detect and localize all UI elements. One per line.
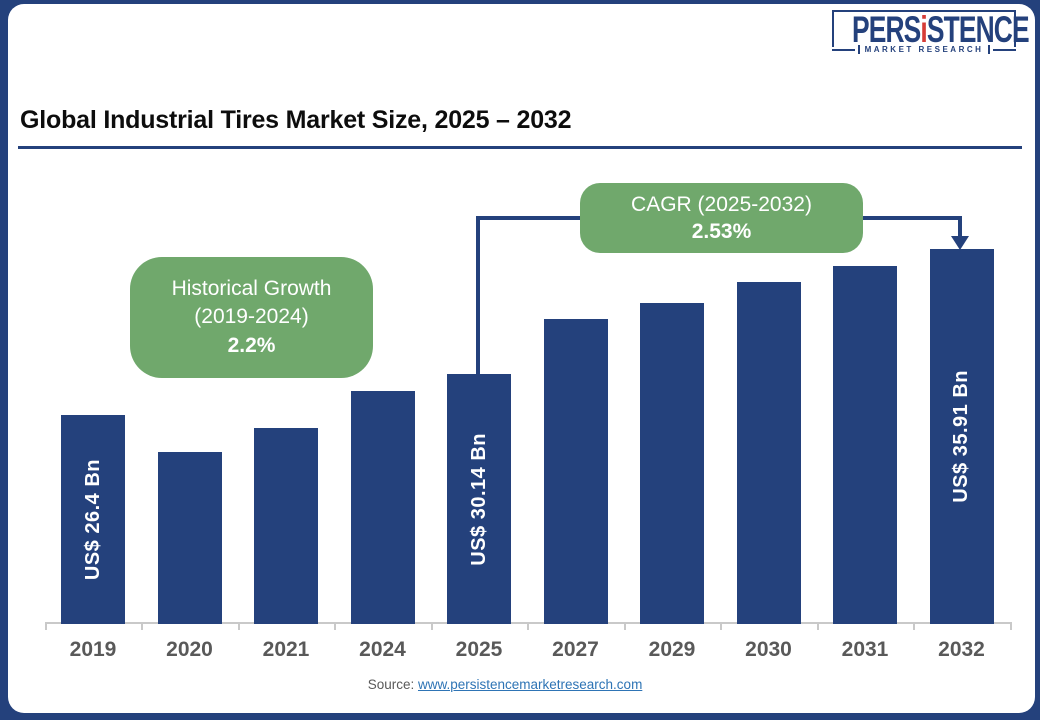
historical-growth-line1: Historical Growth [171,276,332,300]
historical-growth-callout: Historical Growth (2019-2024) 2.2% [130,257,373,378]
year-label-2019: 2019 [69,638,117,661]
year-label-2032: 2032 [938,638,985,661]
bar-value-label-2019: US$ 26.4 Bn [81,458,104,581]
bar-2030 [736,282,801,624]
year-label-2031: 2031 [841,638,889,661]
bar-2025: US$ 30.14 Bn [447,374,511,624]
logo-rule-right [993,48,1016,51]
cagr-callout: CAGR (2025-2032) 2.53% [580,183,863,253]
bar-value-label-2025: US$ 30.14 Bn [467,432,490,566]
x-axis-tick [527,622,530,630]
year-label-2020: 2020 [166,638,213,661]
bar-2021 [254,428,318,624]
logo-box: PERSiSTENCE [832,10,1030,51]
logo-brand-text: PERSiSTENCE [852,10,1030,51]
x-axis-tick [44,622,47,630]
x-axis-tick [816,622,819,630]
logo-subtitle: MARKET RESEARCH [864,45,984,54]
bar-2027 [543,319,608,624]
source-row: Source: www.persistencemarketresearch.co… [0,677,1010,692]
year-label-2027: 2027 [552,638,599,661]
bar-2024 [350,391,415,624]
year-label-2030: 2030 [745,638,792,661]
logo-subtitle-row: MARKET RESEARCH [832,45,1016,54]
logo-rule-left [832,48,855,51]
x-axis-tick [623,622,626,630]
bar-value-label-2032: US$ 35.91 Bn [950,370,972,503]
source-link[interactable]: www.persistencemarketresearch.com [417,677,643,692]
x-axis-tick [141,622,144,630]
cagr-value: 2.53% [691,220,752,243]
cagr-line1: CAGR (2025-2032) [631,192,812,216]
x-axis-tick [720,622,723,630]
year-label-2021: 2021 [262,638,310,661]
x-axis-tick [334,622,337,630]
logo-red-i: i [920,10,927,51]
bar-2019: US$ 26.4 Bn [61,415,125,624]
source-label: Source: [367,677,415,692]
logo-tick-right [988,45,991,54]
historical-growth-value: 2.2% [227,333,276,357]
page-title: Global Industrial Tires Market Size, 202… [20,106,572,134]
bar-2031 [833,266,897,624]
historical-growth-line2: (2019-2024) [194,305,309,329]
x-axis-tick [913,622,916,630]
title-underline [18,146,1022,149]
x-axis-tick [237,622,240,630]
year-label-2029: 2029 [648,638,696,661]
year-label-2025: 2025 [455,638,503,661]
x-axis-tick [1009,622,1012,630]
bar-2032: US$ 35.91 Bn [929,249,994,624]
x-axis-tick [430,622,433,630]
year-label-2024: 2024 [359,638,406,661]
brand-logo: PERSiSTENCE MARKET RESEARCH [832,10,1030,54]
bar-2029 [640,303,704,624]
logo-tick-left [857,45,860,54]
bar-2020 [157,452,222,624]
